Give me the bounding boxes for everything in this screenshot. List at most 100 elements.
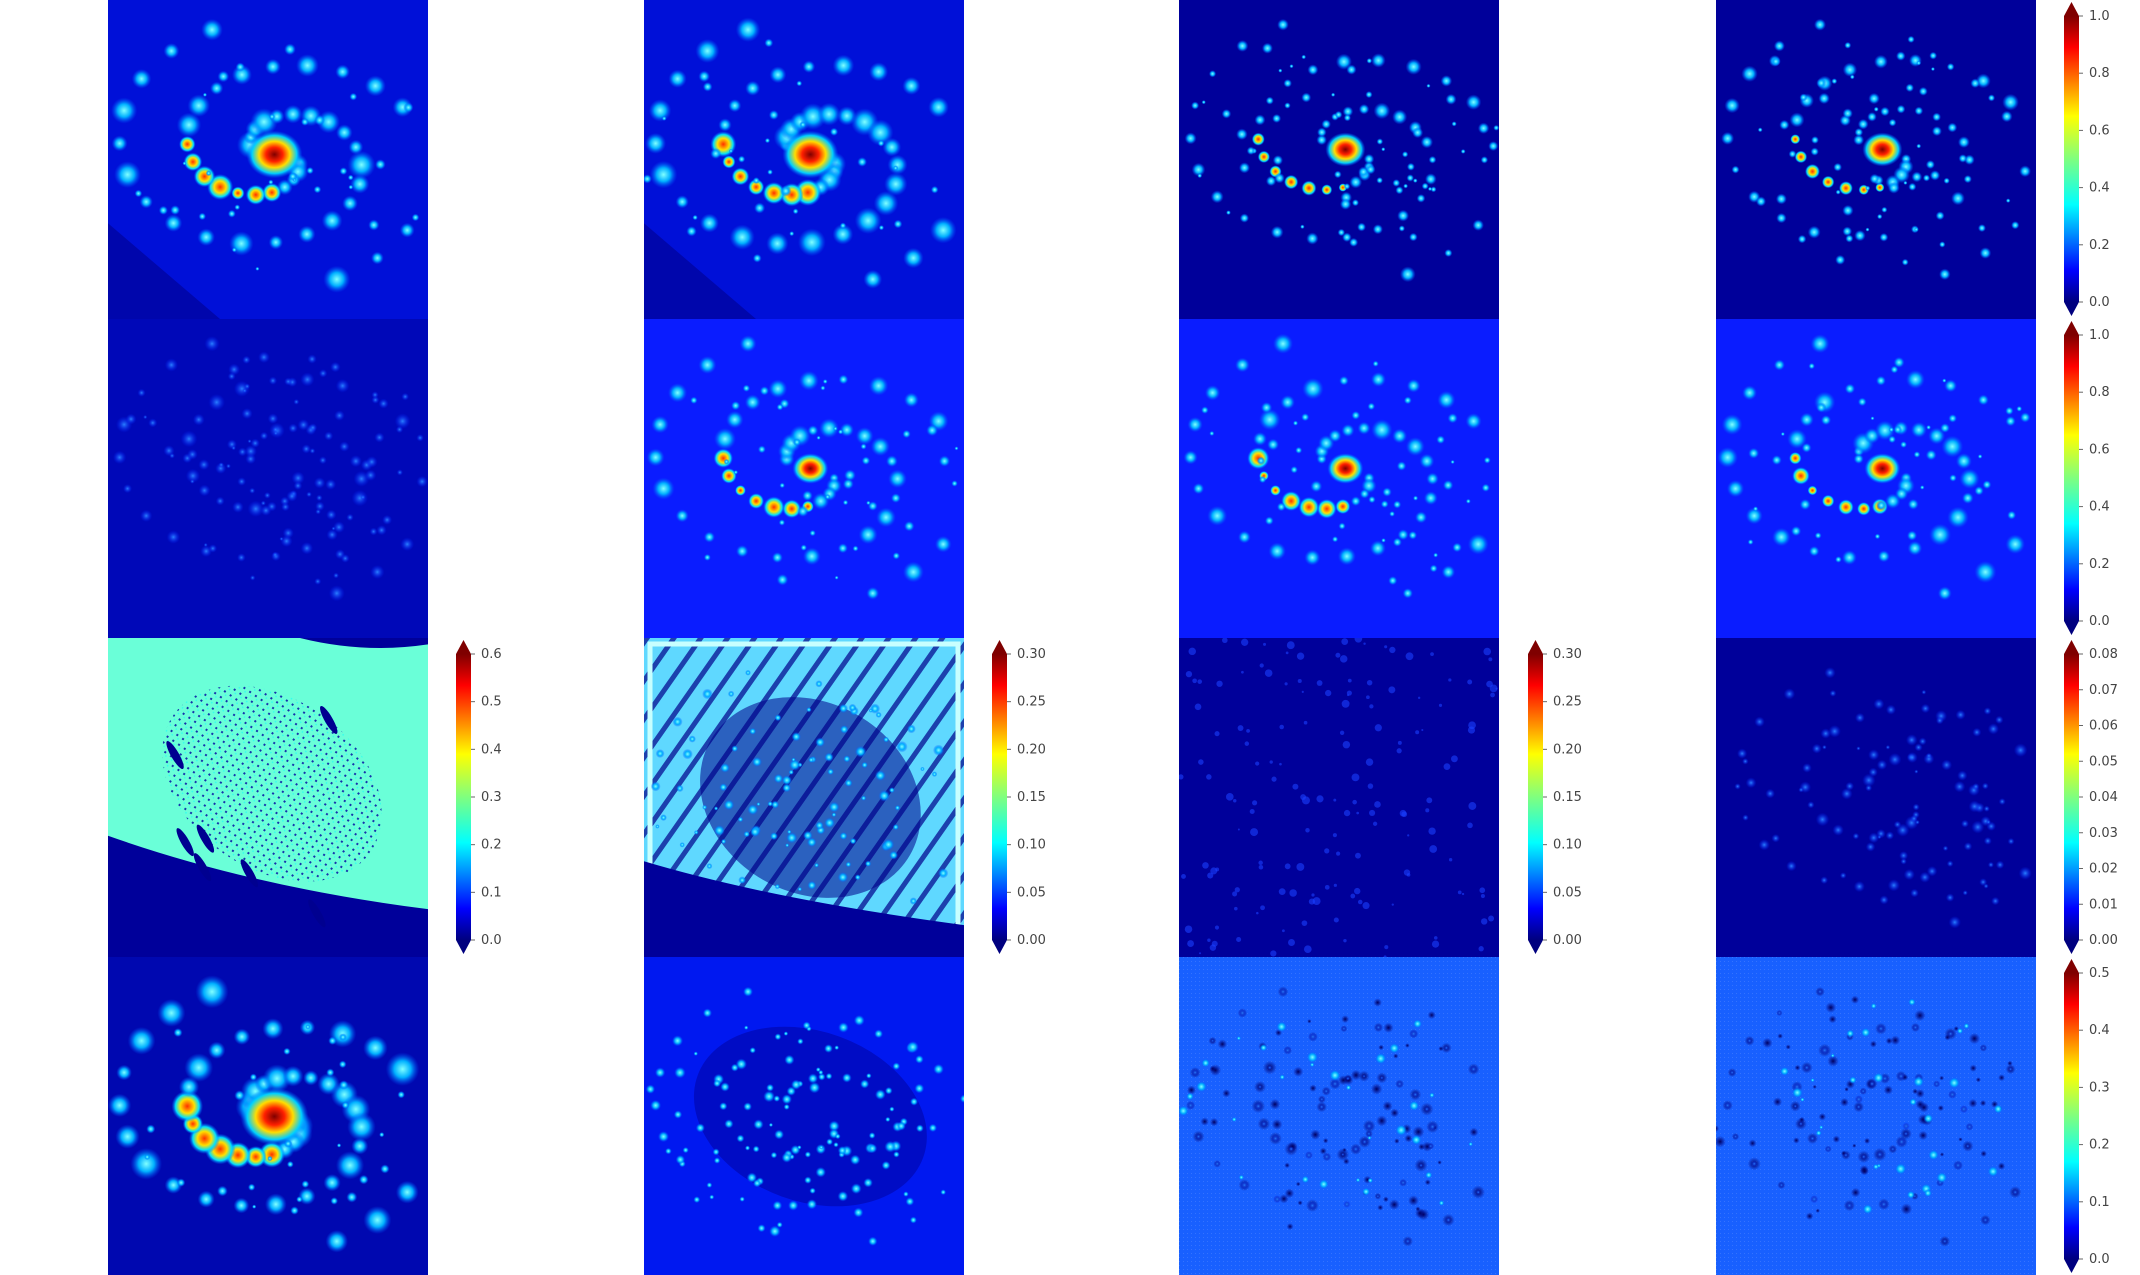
spiral-knot — [1366, 58, 1373, 64]
spiral-knot — [768, 110, 779, 120]
spiral-knot — [748, 493, 765, 509]
spiral-knot — [1816, 402, 1827, 413]
spiral-knot — [702, 804, 708, 810]
spiral-knot — [905, 1197, 915, 1206]
spiral-knot — [1787, 429, 1807, 449]
spiral-knot — [1919, 871, 1931, 883]
spiral-knot — [1815, 1130, 1822, 1137]
spiral-knot — [866, 586, 880, 600]
spiral-knot — [1733, 1134, 1738, 1139]
spiral-knot — [1783, 688, 1796, 700]
spiral-knot — [807, 880, 817, 890]
spiral-knot — [237, 477, 247, 486]
spiral-knot — [780, 185, 792, 197]
spiral-knot — [906, 724, 916, 734]
spiral-knot — [347, 150, 376, 179]
spiral-knot — [1742, 385, 1757, 401]
spiral-knot — [731, 167, 750, 186]
spiral-knot — [401, 392, 410, 401]
spiral-knot — [1885, 1037, 1893, 1045]
spiral-knot — [788, 1200, 799, 1211]
spiral-knot — [171, 1090, 204, 1122]
spiral-knot — [894, 805, 901, 811]
spiral-knot — [1374, 1052, 1387, 1065]
spiral-knot — [316, 494, 323, 502]
spiral-knot — [875, 711, 882, 718]
spiral-knot — [657, 1131, 670, 1143]
spiral-knot — [326, 529, 338, 541]
spiral-knot — [1939, 1075, 1945, 1081]
spiral-knot — [1214, 1160, 1221, 1167]
spiral-knot — [710, 148, 722, 160]
spiral-knot — [1238, 162, 1251, 174]
spiral-knot — [1852, 1143, 1857, 1148]
spiral-knot — [1803, 1064, 1810, 1071]
spiral-knot — [1734, 783, 1741, 790]
image-panel-spiral-galaxy-sharp — [1716, 0, 2036, 319]
spiral-knot — [839, 831, 848, 840]
spiral-knot — [1337, 547, 1356, 566]
spiral-knot — [745, 669, 751, 676]
spiral-knot — [1959, 1105, 1969, 1114]
spiral-knot — [1939, 241, 1946, 248]
spiral-knot — [870, 436, 890, 457]
spiral-knot — [855, 427, 874, 445]
spiral-knot — [1428, 1143, 1434, 1149]
spiral-knot — [1729, 1070, 1735, 1075]
spiral-knot — [1800, 1097, 1805, 1102]
spiral-knot — [187, 449, 198, 460]
spiral-knot — [1909, 1098, 1917, 1106]
spiral-knot — [1721, 131, 1735, 145]
spiral-knot — [1268, 542, 1286, 560]
spiral-knot — [1335, 498, 1351, 515]
spiral-knot — [802, 1021, 811, 1030]
spiral-knot — [1807, 801, 1815, 809]
spiral-knot — [1788, 150, 1797, 158]
spiral-knot — [797, 1038, 804, 1045]
spiral-knot — [1876, 1151, 1884, 1158]
spiral-knot — [1862, 1203, 1873, 1215]
spiral-knot — [179, 135, 196, 153]
spiral-knot — [1835, 254, 1846, 265]
spiral-knot — [1427, 1011, 1436, 1020]
spiral-knot — [1913, 227, 1919, 232]
spiral-knot — [644, 174, 652, 184]
spiral-knot — [1246, 146, 1256, 155]
colorbar-gradient — [456, 654, 471, 940]
spiral-knot — [242, 355, 251, 365]
spiral-knot — [889, 1106, 895, 1112]
spiral-knot — [202, 92, 208, 97]
spiral-knot — [339, 1033, 347, 1042]
spiral-knot — [1912, 1024, 1919, 1031]
spiral-knot — [1341, 423, 1355, 438]
spiral-knot — [928, 96, 949, 118]
spiral-knot — [1820, 728, 1831, 739]
spiral-knot — [217, 70, 230, 83]
spiral-knot — [1885, 744, 1891, 750]
spiral-knot — [1923, 1113, 1934, 1124]
spiral-knot — [1887, 181, 1900, 194]
spiral-knot — [1394, 1138, 1400, 1144]
spiral-knot — [348, 184, 354, 190]
spiral-knot — [1273, 1195, 1282, 1204]
spiral-knot — [771, 800, 780, 809]
spiral-knot — [874, 1029, 884, 1039]
spiral-knot — [399, 222, 415, 238]
spiral-knot — [762, 182, 786, 205]
spiral-knot — [208, 1041, 226, 1059]
spiral-knot — [1751, 1160, 1758, 1167]
spiral-knot — [1824, 667, 1836, 679]
spiral-knot — [1277, 18, 1289, 31]
spiral-knot — [313, 477, 326, 489]
colorbar-gradient — [2064, 973, 2079, 1259]
spiral-knot — [892, 552, 901, 560]
spiral-knot — [665, 1147, 672, 1155]
spiral-knot — [674, 1066, 686, 1079]
spiral-knot — [1935, 211, 1945, 221]
spiral-knot — [863, 1177, 873, 1188]
spiral-knot — [397, 1090, 405, 1099]
galaxy-core — [1864, 453, 1901, 484]
spiral-knot — [1301, 92, 1312, 103]
spiral-knot — [1445, 1217, 1452, 1223]
